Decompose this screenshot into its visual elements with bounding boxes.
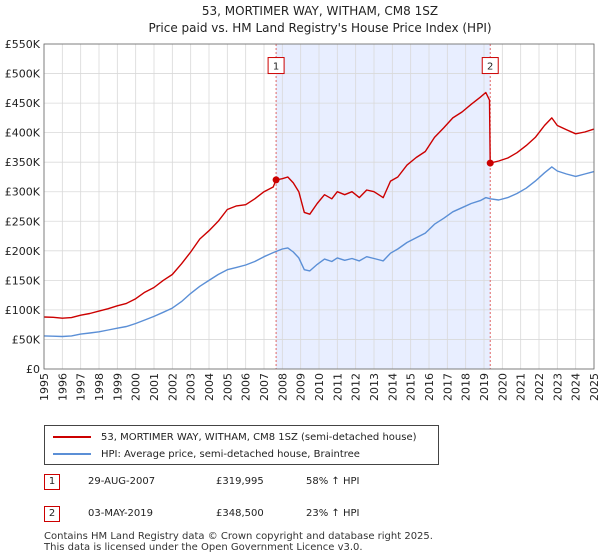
sale-number-badge: 1 <box>44 474 60 490</box>
x-axis-ticks: 1995 1996 1997 1998 1999 2000 2001 2002 2003 2004… <box>38 373 600 401</box>
legend-label-hpi: HPI: Average price, semi-detached house,… <box>101 449 360 460</box>
sale-point <box>486 159 494 167</box>
legend: 53, MORTIMER WAY, WITHAM, CM8 1SZ (semi-… <box>44 425 439 465</box>
x-tick-label: 2007 <box>258 373 271 401</box>
footer-licence: This data is licensed under the Open Gov… <box>44 542 363 553</box>
y-tick-label: £400K <box>5 127 41 140</box>
grid-lines <box>43 43 595 370</box>
legend-item-hpi: HPI: Average price, semi-detached house,… <box>53 447 360 463</box>
sale-row: 1 29-AUG-2007 £319,995 58% ↑ HPI <box>44 474 444 494</box>
ownership-shaded-region <box>276 44 491 369</box>
x-tick-label: 2001 <box>148 373 161 401</box>
hpi-line <box>43 166 595 338</box>
legend-swatch-property <box>53 436 91 438</box>
sale-price: £319,995 <box>216 476 264 487</box>
footer-copyright: Contains HM Land Registry data © Crown c… <box>44 531 433 542</box>
x-tick-label: 2011 <box>331 373 344 401</box>
sale-price: £348,500 <box>216 508 264 519</box>
x-tick-label: 2006 <box>240 373 253 401</box>
x-tick-label: 2016 <box>423 373 436 401</box>
x-tick-label: 2008 <box>276 373 289 401</box>
legend-swatch-hpi <box>53 453 91 455</box>
x-tick-label: 1997 <box>75 373 88 401</box>
annotation-label: 2 <box>487 62 493 73</box>
property-price-line <box>43 91 595 319</box>
sale-hpi-change: 58% ↑ HPI <box>306 476 360 487</box>
x-tick-label: 2005 <box>221 373 234 401</box>
y-axis-ticks: £0 £50K £100K £150K £200K £250K £300K £350K £400… <box>5 38 41 376</box>
x-tick-label: 2021 <box>515 373 528 401</box>
y-tick-label: £50K <box>12 333 41 346</box>
annotation-label: 1 <box>273 62 279 73</box>
y-tick-label: £0 <box>26 363 40 376</box>
x-tick-label: 1999 <box>111 373 124 401</box>
x-tick-label: 2013 <box>368 373 381 401</box>
sale-date: 29-AUG-2007 <box>88 476 156 487</box>
annotation-box <box>481 57 499 75</box>
x-tick-label: 2010 <box>313 373 326 401</box>
x-tick-label: 2012 <box>350 373 363 401</box>
sale-hpi-change: 23% ↑ HPI <box>306 508 360 519</box>
x-tick-label: 2003 <box>185 373 198 401</box>
x-tick-label: 2022 <box>533 373 546 401</box>
y-tick-label: £550K <box>5 38 41 51</box>
y-tick-label: £150K <box>5 274 41 287</box>
price-chart: 53, MORTIMER WAY, WITHAM, CM8 1SZ Price … <box>5 4 600 401</box>
sale-date: 03-MAY-2019 <box>88 508 154 519</box>
y-tick-label: £250K <box>5 215 41 228</box>
annotation-box <box>267 57 285 75</box>
y-tick-label: £200K <box>5 245 41 258</box>
y-tick-label: £350K <box>5 156 41 169</box>
x-tick-label: 2025 <box>588 373 600 401</box>
x-tick-label: 1996 <box>56 373 69 401</box>
x-tick-label: 2023 <box>551 373 564 401</box>
x-tick-label: 2024 <box>570 373 583 401</box>
x-tick-label: 2009 <box>295 373 308 401</box>
y-tick-label: £450K <box>5 97 41 110</box>
sale-row: 2 03-MAY-2019 £348,500 23% ↑ HPI <box>44 506 444 526</box>
sale-number-badge: 2 <box>44 506 60 522</box>
x-tick-label: 1995 <box>38 373 51 401</box>
x-tick-label: 2014 <box>386 373 399 401</box>
x-tick-label: 2017 <box>441 373 454 401</box>
chart-title: 53, MORTIMER WAY, WITHAM, CM8 1SZ <box>202 4 438 18</box>
x-tick-label: 2020 <box>496 373 509 401</box>
plot-border <box>43 43 595 370</box>
sale-point <box>272 176 280 184</box>
x-tick-label: 2002 <box>166 373 179 401</box>
x-tick-label: 1998 <box>93 373 106 401</box>
x-tick-label: 2000 <box>130 373 143 401</box>
chart-subtitle: Price paid vs. HM Land Registry's House … <box>148 21 491 35</box>
legend-label-property: 53, MORTIMER WAY, WITHAM, CM8 1SZ (semi-… <box>101 432 417 443</box>
x-tick-label: 2019 <box>478 373 491 401</box>
legend-item-property: 53, MORTIMER WAY, WITHAM, CM8 1SZ (semi-… <box>53 430 417 446</box>
y-tick-label: £100K <box>5 304 41 317</box>
y-tick-label: £500K <box>5 68 41 81</box>
footer: Contains HM Land Registry data © Crown c… <box>44 531 433 553</box>
x-tick-label: 2018 <box>460 373 473 401</box>
x-tick-label: 2015 <box>405 373 418 401</box>
x-tick-label: 2004 <box>203 373 216 401</box>
y-tick-label: £300K <box>5 186 41 199</box>
series-lines <box>43 91 595 338</box>
